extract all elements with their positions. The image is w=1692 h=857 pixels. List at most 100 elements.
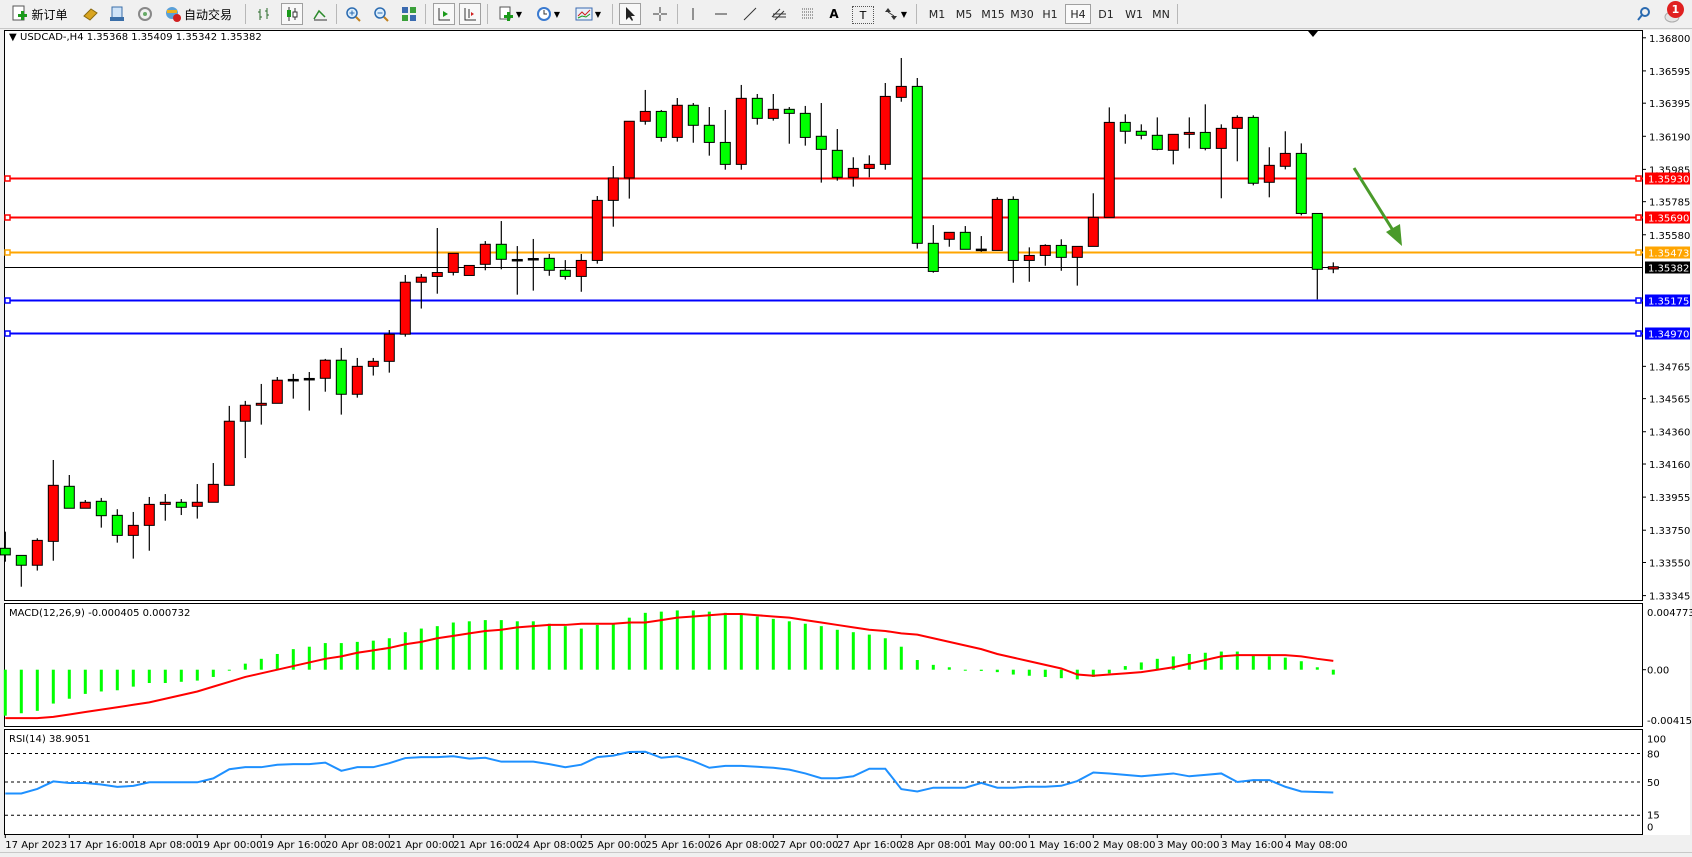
- signals-button[interactable]: [135, 3, 155, 25]
- timeframe-m1[interactable]: M1: [928, 7, 946, 21]
- time-tick-label: 26 Apr 08:00: [709, 840, 774, 851]
- trendline-button[interactable]: [740, 3, 760, 25]
- candle-body: [319, 359, 331, 379]
- templates-button[interactable]: ▼: [572, 3, 604, 25]
- macd-histogram-bar: [1107, 669, 1111, 674]
- candle: [1119, 114, 1131, 144]
- candle: [399, 274, 411, 337]
- rsi-tick-label: 50: [1647, 778, 1660, 789]
- separator: [336, 4, 337, 24]
- candle: [1135, 124, 1147, 140]
- periods-button[interactable]: ▼: [533, 3, 563, 25]
- candle-body: [975, 248, 987, 252]
- candle-body: [143, 503, 155, 526]
- macd-title: MACD(12,26,9) -0.000405 0.000732: [9, 608, 190, 619]
- time-tick-label: 2 May 08:00: [1093, 840, 1155, 851]
- candle-body: [511, 258, 523, 262]
- macd-histogram-bar: [1043, 669, 1047, 677]
- gold-button[interactable]: [80, 3, 100, 25]
- line-handle-left: [4, 175, 11, 182]
- line-handle-left: [4, 249, 11, 256]
- fibonacci-button[interactable]: [798, 3, 818, 25]
- timeframe-m5[interactable]: M5: [955, 7, 973, 21]
- zoom-in-button[interactable]: [343, 3, 363, 25]
- separator: [916, 4, 917, 24]
- candle-body: [463, 264, 475, 276]
- candle: [943, 231, 955, 247]
- line-chart-icon: [313, 9, 327, 21]
- crosshair-button[interactable]: [650, 3, 670, 25]
- macd-histogram-bar: [611, 623, 615, 670]
- search-button[interactable]: [1634, 3, 1654, 25]
- fibonacci-icon: [802, 8, 814, 19]
- tile-windows-button[interactable]: [399, 3, 419, 25]
- vertical-line-button[interactable]: [683, 3, 703, 25]
- macd-histogram-bar: [995, 669, 999, 673]
- macd-histogram-bar: [499, 620, 503, 670]
- candle: [655, 109, 667, 142]
- separator: [677, 4, 678, 24]
- autoscroll-button[interactable]: [433, 3, 455, 25]
- cursor-button[interactable]: [619, 3, 641, 25]
- candle: [1039, 244, 1051, 266]
- equidistant-channel-icon: [771, 8, 786, 21]
- bar-chart-button[interactable]: [254, 3, 274, 25]
- horizontal-line-button[interactable]: [711, 3, 731, 25]
- time-tick-label: 4 May 08:00: [1285, 840, 1347, 851]
- new-order-button[interactable]: 新订单: [10, 3, 70, 25]
- candle-body: [47, 484, 59, 542]
- timeframe-d1[interactable]: D1: [1098, 7, 1114, 21]
- timeframe-h1[interactable]: H1: [1042, 7, 1058, 21]
- candle: [287, 373, 299, 399]
- macd-histogram-bar: [1283, 657, 1287, 670]
- timeframe-m15[interactable]: M15: [981, 7, 1005, 21]
- candle: [351, 357, 363, 398]
- legend-triangle-icon[interactable]: ▼: [9, 32, 17, 43]
- dropdown-arrow-icon: ▼: [594, 9, 602, 19]
- market-watch-button[interactable]: [107, 3, 127, 25]
- price-tick-label: 1.34160: [1649, 460, 1690, 471]
- arrows-button[interactable]: ▼: [880, 3, 910, 25]
- candlestick-button[interactable]: [281, 3, 303, 25]
- candle: [799, 105, 811, 146]
- rsi-line: [5, 750, 1334, 795]
- candle-body: [895, 85, 907, 98]
- candle-body: [847, 167, 859, 178]
- price-tick-label: 1.33550: [1649, 559, 1690, 570]
- price-tick-label: 1.33955: [1649, 493, 1690, 504]
- candle: [751, 93, 763, 125]
- candlestick-icon: [287, 7, 298, 21]
- chart-shift-marker-icon[interactable]: [1308, 31, 1318, 37]
- trend-arrow[interactable]: [1352, 167, 1402, 246]
- macd-histogram-bar: [1155, 658, 1159, 670]
- candle-body: [1119, 121, 1131, 132]
- timeframe-mn[interactable]: MN: [1152, 7, 1170, 21]
- line-chart-button[interactable]: [310, 3, 330, 25]
- candle-body: [959, 231, 971, 250]
- candle-body: [623, 120, 635, 179]
- candle-body: [799, 112, 811, 138]
- candle: [303, 371, 315, 411]
- candle: [463, 264, 475, 276]
- price-tick-label: 1.36395: [1649, 99, 1690, 110]
- zoom-out-button[interactable]: [371, 3, 391, 25]
- auto-trading-button[interactable]: 自动交易: [162, 3, 234, 25]
- macd-histogram-bar: [291, 649, 295, 670]
- candle: [863, 155, 875, 178]
- text-tool-button[interactable]: A: [829, 7, 839, 21]
- timeframe-m30[interactable]: M30: [1010, 7, 1034, 21]
- candle: [575, 253, 587, 292]
- candle-body: [927, 242, 939, 272]
- candle-body: [63, 485, 75, 509]
- equidistant-channel-button[interactable]: [769, 3, 789, 25]
- timeframe-h4[interactable]: H4: [1065, 4, 1091, 24]
- candle: [207, 463, 219, 503]
- chart-shift-button[interactable]: [459, 3, 481, 25]
- indicators-button[interactable]: ▼: [495, 3, 525, 25]
- market-watch-icon: [110, 6, 124, 21]
- timeframe-w1[interactable]: W1: [1125, 7, 1143, 21]
- text-label-tool-button[interactable]: T: [852, 6, 874, 24]
- tile-icon: [402, 7, 416, 21]
- candle-body: [415, 276, 427, 283]
